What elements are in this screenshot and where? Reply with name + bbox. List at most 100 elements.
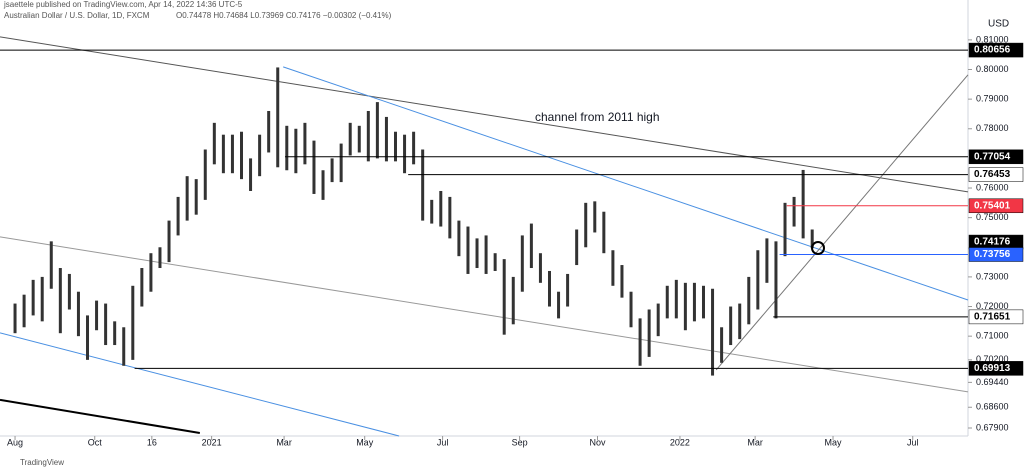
range-bar <box>774 241 778 319</box>
range-bar <box>783 202 787 257</box>
range-bar <box>593 201 597 233</box>
trendline <box>0 398 200 435</box>
range-bar <box>448 196 452 239</box>
y-tick-label: 0.70200 <box>976 354 1009 364</box>
range-bar <box>629 291 633 328</box>
range-bar <box>104 303 108 346</box>
range-bar <box>194 179 198 215</box>
range-bar <box>122 327 126 366</box>
range-bar <box>113 321 117 346</box>
level-box <box>968 167 1024 182</box>
annotation: channel from 2011 high <box>535 110 660 124</box>
range-bar <box>692 282 696 322</box>
range-bar <box>584 202 588 248</box>
level-box <box>968 149 1024 165</box>
range-bar <box>475 238 479 269</box>
range-bar <box>13 303 17 334</box>
range-bar <box>566 273 570 307</box>
level-label: 0.71651 <box>974 312 1011 323</box>
y-tick-label: 0.69440 <box>976 377 1009 387</box>
level-label: 0.69913 <box>974 363 1011 374</box>
level-box <box>968 361 1024 376</box>
range-bar <box>729 306 733 346</box>
range-bar <box>421 149 425 221</box>
level-box <box>968 42 1024 58</box>
range-bar <box>330 158 334 183</box>
currency: USD <box>988 19 1009 30</box>
range-bar <box>312 140 316 194</box>
highlight-circle <box>811 241 825 255</box>
x-tick-label: Mar <box>276 437 292 447</box>
range-bar <box>756 250 760 310</box>
level-box <box>968 247 1024 262</box>
range-bar <box>230 134 234 174</box>
symbol: Australian Dollar / U.S. Dollar, 1D, FXC… <box>4 11 150 20</box>
range-bar <box>240 131 244 180</box>
range-bar <box>339 143 343 183</box>
range-bar <box>131 285 135 360</box>
range-bar <box>49 241 53 289</box>
range-bar <box>22 294 26 328</box>
range-bar <box>149 253 153 292</box>
range-bar <box>40 276 44 322</box>
level-label: 0.80656 <box>974 45 1011 56</box>
y-tick-label: 0.80000 <box>976 64 1009 74</box>
x-tick-label: Mar <box>747 437 763 447</box>
range-bar <box>185 176 189 221</box>
range-bar <box>294 128 298 174</box>
y-tick-label: 0.67900 <box>976 422 1009 432</box>
range-bar <box>158 247 162 269</box>
range-bar <box>493 253 497 271</box>
brand: TradingView <box>20 458 64 467</box>
plot: 0.81000 0.80000 0.79000 0.78000 0.76000 0.750… <box>0 34 1009 447</box>
range-bar <box>647 309 651 357</box>
range-bar <box>430 199 434 224</box>
x-tick-label: Nov <box>589 437 606 447</box>
publisher: jsaettele published on TradingView.com, … <box>3 0 243 9</box>
y-tick-label: 0.75000 <box>976 212 1009 222</box>
trendline <box>715 74 969 371</box>
range-bar <box>303 122 307 165</box>
level-label: 0.76453 <box>974 169 1011 180</box>
y-tick-label: 0.76000 <box>976 182 1009 192</box>
range-bar <box>457 220 461 257</box>
range-bar <box>412 131 416 165</box>
range-bar <box>267 110 271 153</box>
x-tick-label: Jul <box>437 437 449 447</box>
range-bar <box>620 265 624 298</box>
range-bar <box>95 300 99 331</box>
range-bar <box>276 67 280 168</box>
level-label: 0.73756 <box>974 249 1011 260</box>
range-bar <box>58 268 62 334</box>
range-bar <box>348 122 352 156</box>
range-bar <box>738 303 742 340</box>
range-bar <box>656 303 660 337</box>
range-bar <box>366 110 370 162</box>
y-tick-label: 0.79000 <box>976 94 1009 104</box>
level-label: 0.77054 <box>974 151 1011 162</box>
range-bar <box>403 134 407 174</box>
x-tick-label: May <box>356 437 374 447</box>
range-bar <box>285 125 289 171</box>
range-bar <box>439 190 443 227</box>
range-bar <box>203 149 207 200</box>
range-bar <box>792 196 796 227</box>
range-bar <box>384 116 388 162</box>
range-bar <box>67 273 71 310</box>
range-bar <box>701 285 705 319</box>
range-bar <box>638 318 642 366</box>
level-label: 0.74176 <box>974 237 1011 248</box>
range-bar <box>484 235 488 274</box>
x-tick-label: Jul <box>907 437 919 447</box>
range-bar <box>167 220 171 263</box>
range-bar <box>76 291 80 337</box>
range-bar <box>221 134 225 174</box>
range-bar <box>575 229 579 266</box>
y-tick-label: 0.68600 <box>976 402 1009 412</box>
y-tick-label: 0.78000 <box>976 123 1009 133</box>
x-tick-label: Aug <box>7 437 23 447</box>
range-bar <box>357 125 361 153</box>
range-bar <box>176 196 180 236</box>
